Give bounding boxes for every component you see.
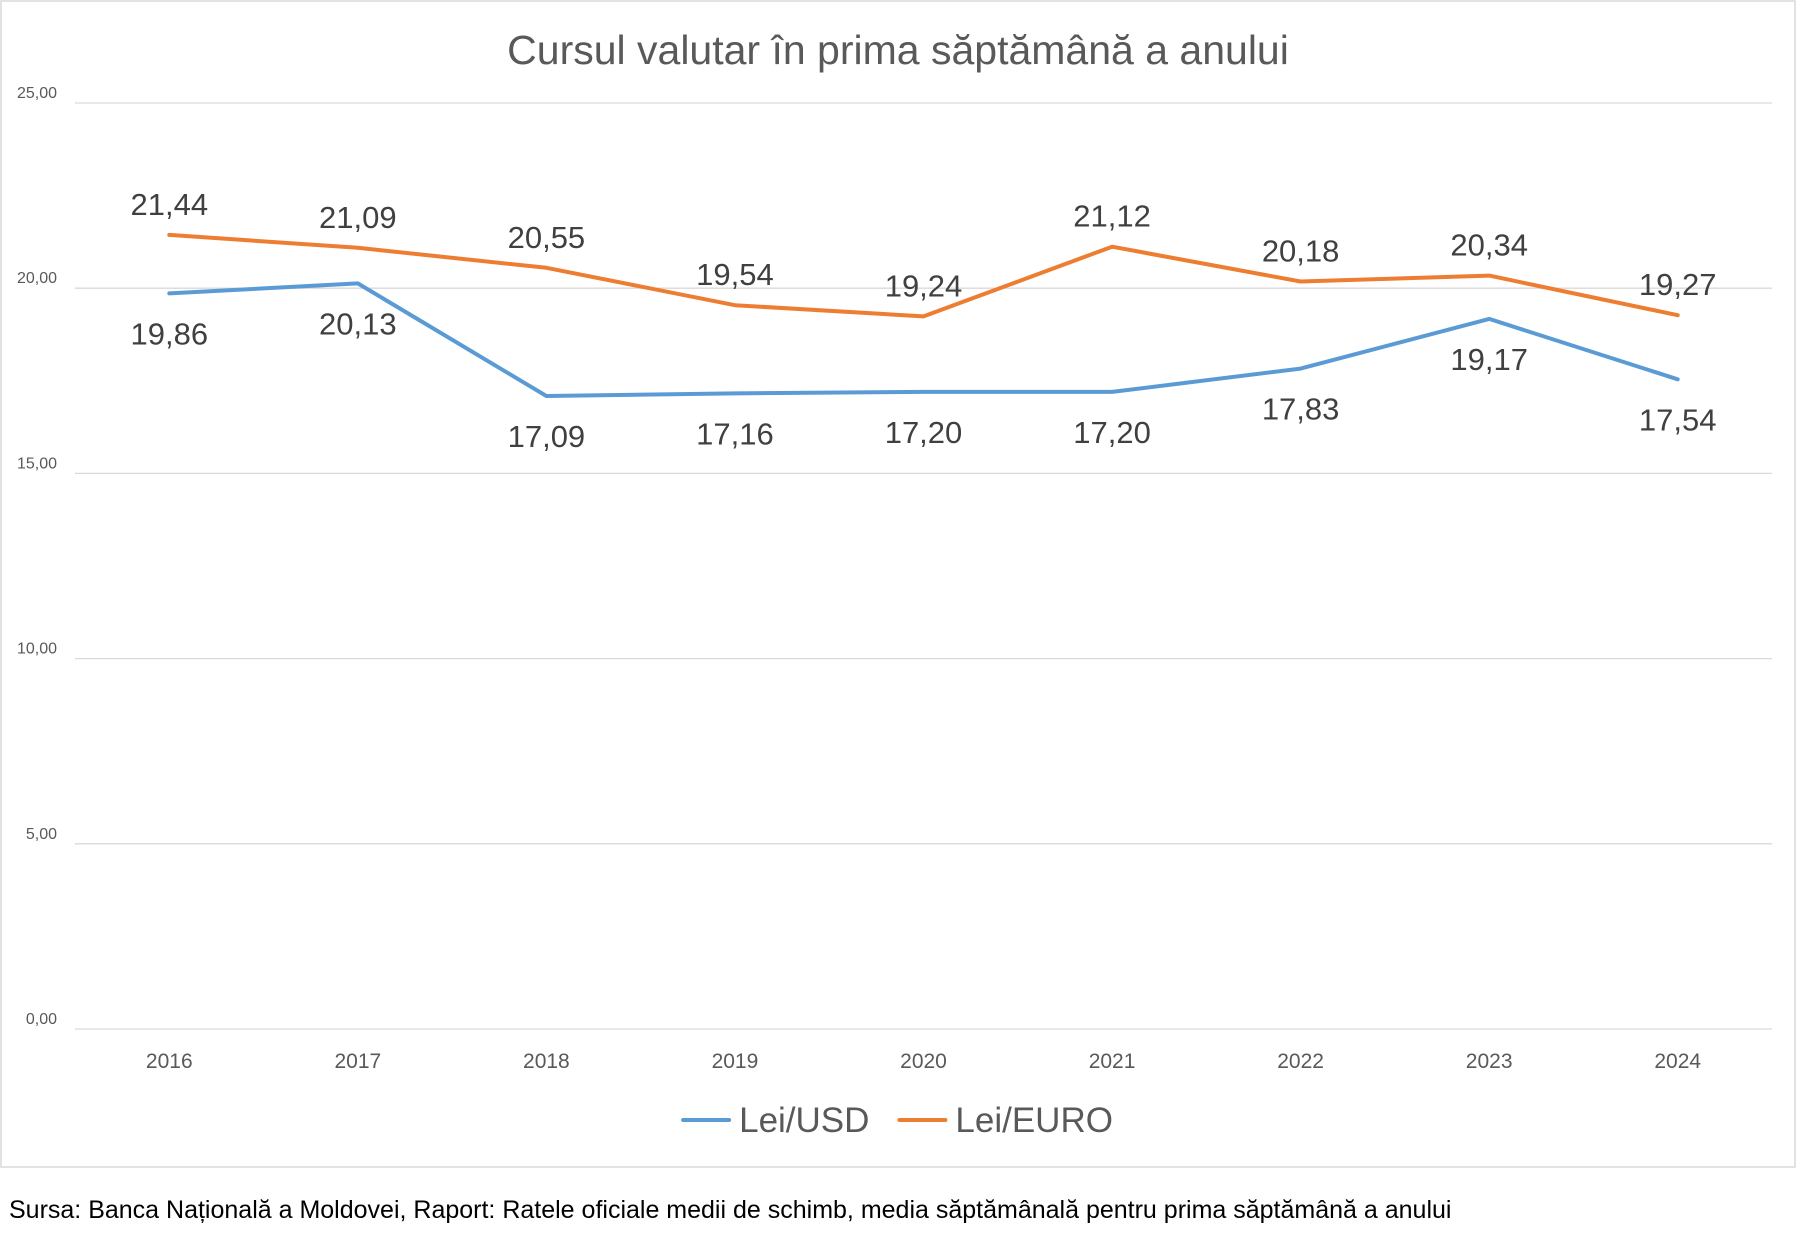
x-tick-label: 2021 (1089, 1050, 1136, 1073)
legend: Lei/USD Lei/EURO (681, 1101, 1113, 1140)
y-axis-tick-labels: 0,00 5,00 10,00 15,00 20,00 25,00 (17, 85, 57, 1028)
x-tick-label: 2016 (146, 1050, 193, 1073)
gridlines (75, 102, 1772, 1030)
data-label: 20,18 (1262, 234, 1340, 269)
y-tick-label: 20,00 (17, 270, 57, 287)
data-label: 19,54 (696, 257, 774, 292)
y-tick-label: 5,00 (26, 826, 57, 843)
data-label: 17,16 (696, 416, 774, 451)
data-label: 17,20 (1073, 415, 1151, 450)
x-tick-label: 2018 (523, 1050, 570, 1073)
y-tick-label: 0,00 (26, 1011, 57, 1028)
data-label: 21,12 (1073, 199, 1151, 234)
data-label: 19,17 (1450, 342, 1528, 377)
chart-border (0, 0, 1796, 1168)
data-label: 17,83 (1262, 392, 1340, 427)
data-label: 19,24 (885, 268, 963, 303)
y-tick-label: 10,00 (17, 641, 57, 658)
legend-label: Lei/USD (739, 1101, 869, 1140)
chart-title: Cursul valutar în prima săptămână a anul… (507, 27, 1289, 73)
data-label: 17,54 (1639, 402, 1717, 437)
x-tick-label: 2024 (1654, 1050, 1701, 1073)
line-chart: Cursul valutar în prima săptămână a anul… (0, 0, 1796, 1168)
source-note: Sursa: Banca Națională a Moldovei, Rapor… (9, 1196, 1452, 1224)
data-label: 17,09 (508, 419, 586, 454)
data-label: 20,13 (319, 306, 397, 341)
data-label: 17,20 (885, 415, 963, 450)
series-line (167, 232, 1680, 319)
x-tick-label: 2023 (1466, 1050, 1513, 1073)
data-label: 21,44 (130, 187, 208, 222)
data-label: 19,27 (1639, 267, 1717, 302)
x-tick-label: 2022 (1277, 1050, 1324, 1073)
y-tick-label: 25,00 (17, 85, 57, 102)
x-tick-label: 2019 (712, 1050, 759, 1073)
data-label: 20,55 (508, 220, 586, 255)
legend-label: Lei/EURO (955, 1101, 1113, 1140)
data-label: 20,34 (1450, 228, 1528, 263)
legend-item: Lei/EURO (897, 1101, 1113, 1140)
data-label: 21,09 (319, 200, 397, 235)
series-line (167, 281, 1680, 398)
legend-item: Lei/USD (681, 1101, 869, 1140)
chart-frame: Cursul valutar în prima săptămână a anul… (0, 0, 1796, 1168)
x-tick-label: 2020 (900, 1050, 947, 1073)
y-tick-label: 15,00 (17, 455, 57, 472)
x-axis-tick-labels: 2016 2017 2018 2019 2020 2021 2022 2023 2024 (146, 1050, 1701, 1073)
series-lines (167, 232, 1680, 398)
x-tick-label: 2017 (334, 1050, 381, 1073)
data-labels: 19,86 20,13 17,09 17,16 17,20 17,20 17,83 19,17… (130, 187, 1716, 454)
data-label: 19,86 (130, 316, 208, 351)
